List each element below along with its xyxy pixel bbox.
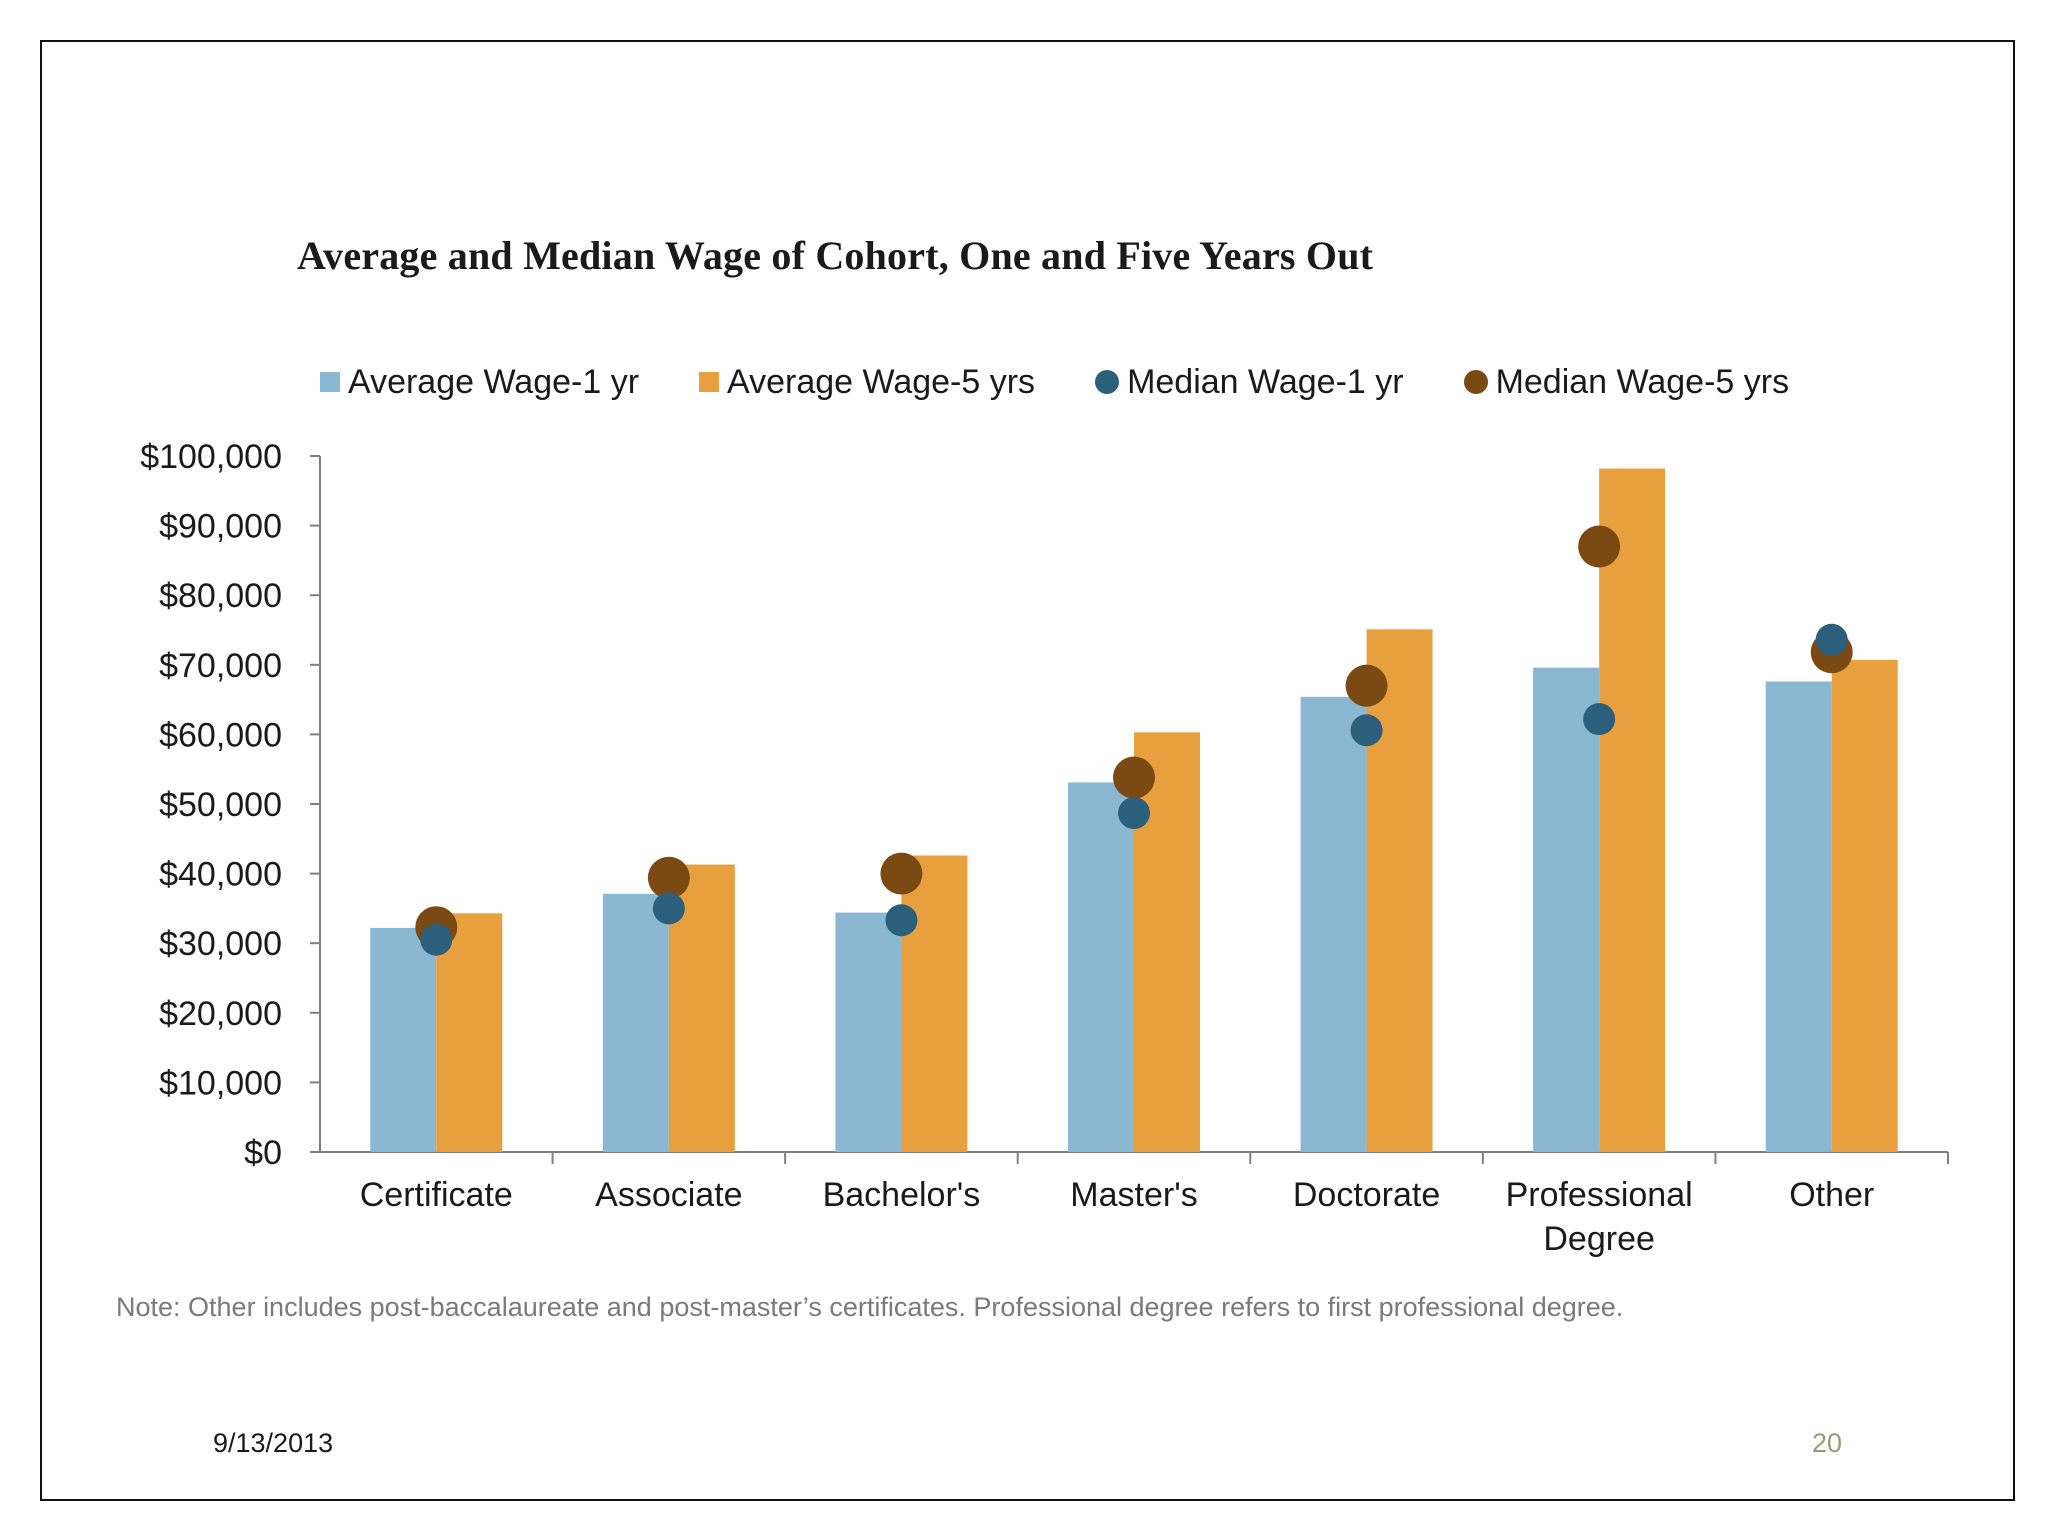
x-tick-label: Professional bbox=[1506, 1176, 1693, 1214]
median-marker bbox=[1118, 797, 1150, 830]
median-marker bbox=[420, 923, 453, 956]
bar bbox=[835, 912, 902, 1152]
legend-item-average-5yrs: Average Wage-5 yrs bbox=[699, 363, 1035, 402]
median-marker bbox=[1583, 703, 1616, 736]
chart-note: Note: Other includes post-baccalaureate … bbox=[116, 1292, 1624, 1322]
x-tick-label: Bachelor's bbox=[823, 1176, 981, 1214]
bar bbox=[1599, 468, 1666, 1152]
median-marker bbox=[652, 892, 685, 925]
x-tick-label: Doctorate bbox=[1293, 1176, 1440, 1214]
x-tick-label: Master's bbox=[1070, 1176, 1197, 1214]
y-tick-label: $10,000 bbox=[159, 1064, 282, 1102]
y-tick-label: $100,000 bbox=[140, 438, 282, 476]
bar bbox=[1831, 659, 1898, 1152]
median-marker bbox=[1350, 714, 1383, 747]
x-tick-label: Certificate bbox=[360, 1176, 513, 1214]
y-tick-label: $80,000 bbox=[159, 577, 282, 615]
legend-label-median-1yr: Median Wage-1 yr bbox=[1127, 362, 1404, 401]
legend-swatch-median-5yrs bbox=[1463, 370, 1488, 394]
y-tick-label: $20,000 bbox=[159, 995, 282, 1033]
median-marker bbox=[1345, 664, 1388, 707]
bar bbox=[602, 893, 669, 1152]
bar bbox=[901, 855, 968, 1152]
page-number: 20 bbox=[1812, 1428, 1843, 1458]
bar bbox=[1533, 667, 1600, 1152]
x-tick-label: Degree bbox=[1543, 1220, 1655, 1258]
legend-label-median-5yrs: Median Wage-5 yrs bbox=[1495, 362, 1790, 401]
median-marker bbox=[1113, 756, 1155, 799]
y-tick-label: $70,000 bbox=[159, 647, 282, 685]
x-tick-label: Other bbox=[1789, 1176, 1874, 1214]
bar bbox=[1068, 782, 1134, 1152]
y-tick-label: $60,000 bbox=[159, 716, 282, 754]
bar bbox=[436, 913, 503, 1152]
median-marker bbox=[880, 852, 923, 895]
legend-swatch-median-1yr bbox=[1095, 370, 1120, 394]
chart-title: Average and Median Wage of Cohort, One a… bbox=[297, 233, 1374, 278]
legend-item-median-1yr: Median Wage-1 yr bbox=[1095, 363, 1404, 402]
bar bbox=[1366, 629, 1433, 1152]
y-tick-label: $0 bbox=[244, 1134, 282, 1172]
legend-item-average-1yr: Average Wage-1 yr bbox=[320, 363, 639, 402]
x-tick-label: Associate bbox=[595, 1176, 742, 1214]
y-tick-label: $90,000 bbox=[159, 508, 282, 546]
footer-date: 9/13/2013 bbox=[213, 1428, 334, 1458]
legend-label-average-5yrs: Average Wage-5 yrs bbox=[727, 362, 1036, 401]
slide-frame bbox=[40, 40, 2015, 1501]
chart-legend: Average Wage-1 yr Average Wage-5 yrs Med… bbox=[320, 362, 1849, 402]
median-marker bbox=[1815, 623, 1848, 656]
y-tick-label: $30,000 bbox=[159, 925, 282, 963]
median-marker bbox=[647, 856, 690, 899]
y-tick-label: $40,000 bbox=[159, 856, 282, 894]
bar bbox=[370, 927, 437, 1152]
legend-swatch-average-5yrs bbox=[699, 372, 720, 392]
legend-swatch-average-1yr bbox=[320, 372, 340, 392]
bar bbox=[1765, 681, 1832, 1152]
y-tick-label: $50,000 bbox=[159, 786, 282, 824]
median-marker bbox=[1578, 525, 1621, 568]
legend-item-median-5yrs: Median Wage-5 yrs bbox=[1463, 362, 1790, 402]
bar bbox=[1300, 696, 1367, 1152]
legend-label-average-1yr: Average Wage-1 yr bbox=[348, 362, 640, 401]
median-marker bbox=[885, 904, 918, 937]
